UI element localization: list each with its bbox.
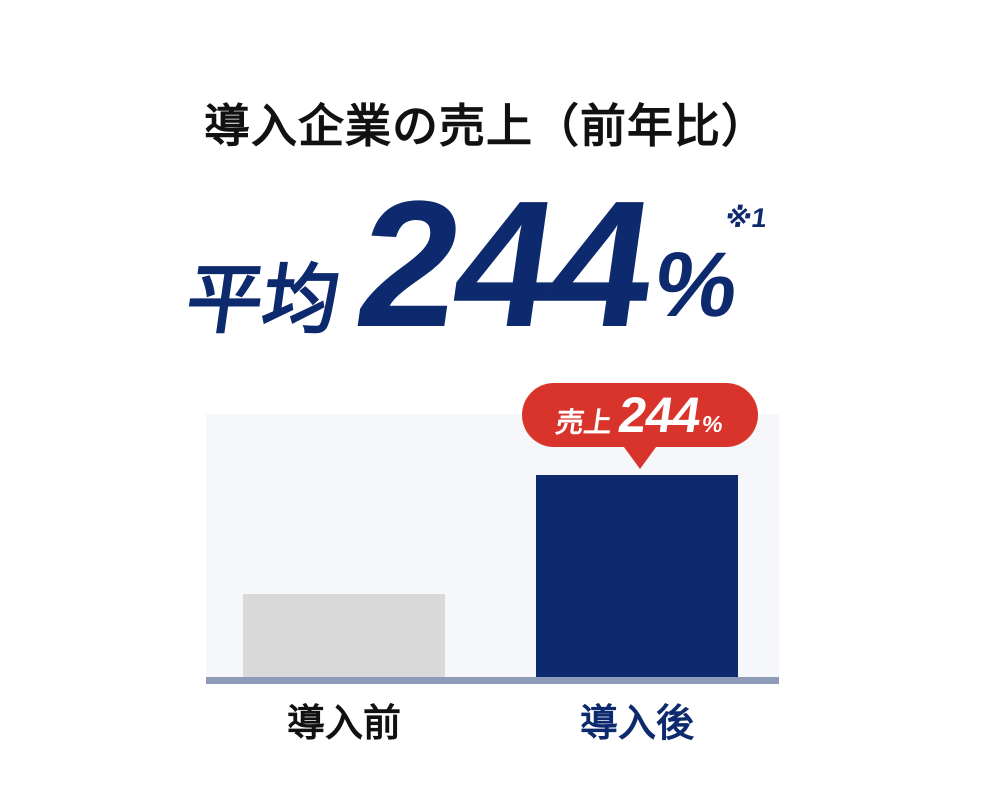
bar-before-adoption	[243, 594, 445, 677]
badge-pointer-arrow-icon	[621, 443, 659, 469]
bar-chart-plot-area	[206, 414, 779, 677]
stat-prefix-label: 平均	[181, 258, 345, 343]
headline-stat: 平均 244 % ※1	[179, 164, 769, 365]
badge-prefix-label: 売上	[553, 407, 614, 438]
callout-badge: 売上 244 %	[522, 383, 758, 469]
callout-badge-content: 売上 244 %	[553, 387, 727, 443]
badge-unit: %	[699, 411, 725, 437]
stat-unit: %	[648, 234, 745, 336]
badge-value: 244	[614, 387, 703, 443]
stat-unit-group: % ※1	[648, 203, 769, 341]
stat-footnote-marker: ※1	[723, 203, 769, 233]
bar-after-adoption	[536, 475, 738, 677]
page-title: 導入企業の売上（前年比）	[204, 100, 768, 152]
axis-label-before-adoption: 導入前	[286, 703, 402, 745]
axis-label-after-adoption: 導入後	[579, 703, 695, 745]
stat-value: 244	[345, 164, 663, 365]
x-axis-baseline	[206, 677, 779, 684]
